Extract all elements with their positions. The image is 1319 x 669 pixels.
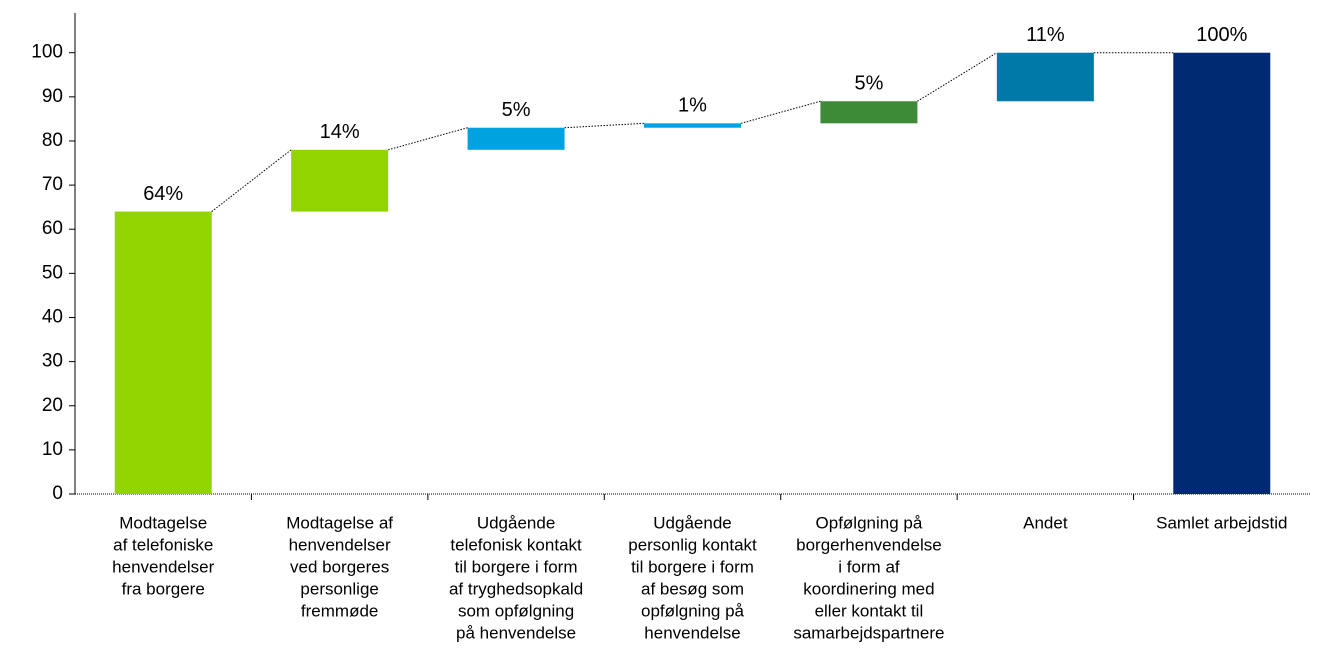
x-tick-label: fremmøde [301,601,378,620]
x-tick-label: fra borgere [122,579,205,598]
x-tick-label: samarbejdspartnere [793,623,944,642]
value-label: 14% [320,121,360,143]
bar [644,123,741,128]
value-label: 64% [143,183,183,205]
x-tick-label: telefonisk kontakt [450,535,582,554]
value-label: 100% [1196,24,1247,46]
x-tick-label: Udgående [477,513,555,532]
x-tick-label: Opfølgning på [816,513,923,532]
y-tick-label: 10 [42,439,63,460]
value-label: 11% [1026,24,1065,46]
bar [114,211,212,494]
x-tick-label: henvendelser [289,535,391,554]
x-tick-label: til borgere i form [455,557,578,576]
x-tick-label: Modtagelse [119,513,207,532]
y-tick-label: 100 [31,42,63,63]
connector [388,127,468,151]
x-tick-label: på henvendelse [456,623,576,642]
x-tick-label: Samlet arbejdstid [1156,513,1287,532]
connector [564,122,645,129]
y-tick-label: 70 [42,174,63,195]
bar [1173,52,1271,494]
connector [917,52,998,102]
connector [211,149,292,212]
bar [291,149,389,212]
bar [820,101,918,124]
value-label: 5% [502,99,531,121]
x-tick-label: Udgående [653,513,731,532]
x-tick-label: Modtagelse af [286,513,393,532]
x-tick-label: Andet [1023,513,1068,532]
x-tick-label: personlige [300,579,378,598]
x-tick-label: i form af [838,557,900,576]
y-tick-label: 0 [52,483,63,504]
y-tick-label: 60 [42,218,63,239]
connector [740,100,821,124]
y-tick-label: 50 [42,262,63,283]
x-tick-label: koordinering med [803,579,934,598]
x-tick-label: borgerhenvendelse [796,535,942,554]
x-tick-label: af telefoniske [113,535,213,554]
x-tick-label: personlig kontakt [628,535,757,554]
x-tick-label: henvendelse [644,623,740,642]
x-tick-label: af besøg som [641,579,744,598]
x-tick-label: af tryghedsopkald [449,579,583,598]
bar [467,127,565,150]
x-tick-label: opfølgning på [641,601,745,620]
value-label: 5% [854,73,883,95]
x-tick-label: til borgere i form [631,557,754,576]
y-tick-label: 90 [42,86,63,107]
value-label: 1% [678,95,707,117]
y-tick-label: 40 [42,307,63,328]
x-tick-label: eller kontakt til [815,601,924,620]
y-tick-label: 20 [42,395,63,416]
bar [996,52,1094,102]
y-tick-label: 30 [42,351,63,372]
x-tick-label: henvendelser [112,557,214,576]
x-tick-label: som opfølgning [458,601,574,620]
x-tick-label: ved borgeres [290,557,389,576]
y-tick-label: 80 [42,130,63,151]
